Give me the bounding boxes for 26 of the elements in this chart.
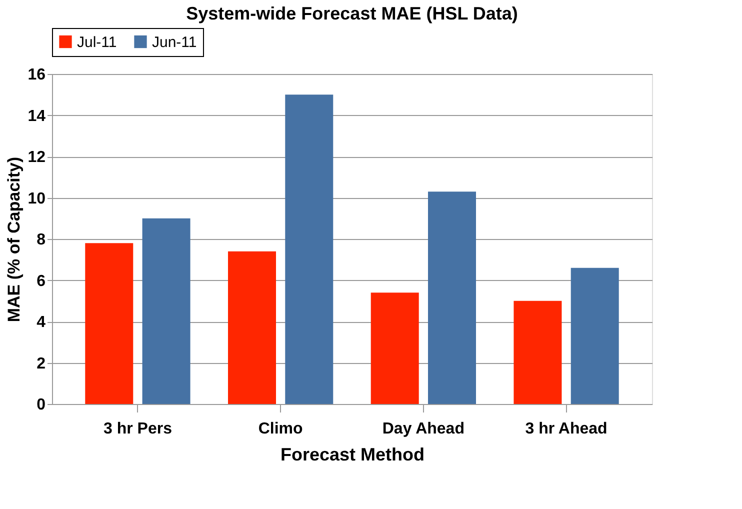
x-tick-label: 3 hr Pers — [103, 420, 172, 438]
bar — [142, 218, 190, 404]
legend-label: Jun-11 — [152, 34, 197, 51]
bar — [85, 243, 134, 404]
y-tick-label: 4 — [36, 314, 46, 331]
bar — [428, 192, 476, 404]
y-tick-label: 10 — [28, 190, 46, 208]
bar — [228, 251, 276, 404]
y-tick-label: 14 — [28, 108, 46, 125]
x-tick-label: Climo — [258, 420, 304, 438]
y-tick-label: 12 — [28, 149, 46, 166]
y-tick-label: 0 — [36, 396, 46, 414]
y-axis-title: MAE (% of Capacity) — [4, 156, 24, 322]
x-axis-title: Forecast Method — [280, 444, 425, 464]
bar — [370, 292, 419, 404]
bar — [514, 300, 562, 404]
chart-title: System-wide Forecast MAE (HSL Data) — [186, 4, 518, 24]
y-tick-label: 16 — [28, 66, 46, 84]
x-tick-label: Day Ahead — [382, 420, 464, 438]
bar — [285, 94, 334, 404]
x-tick-label: 3 hr Ahead — [525, 420, 608, 438]
y-tick-label: 2 — [36, 355, 46, 372]
y-tick-label: 8 — [36, 232, 46, 248]
bar — [570, 268, 619, 404]
y-tick-label: 6 — [36, 272, 46, 290]
legend-label: Jul-11 — [77, 34, 117, 51]
